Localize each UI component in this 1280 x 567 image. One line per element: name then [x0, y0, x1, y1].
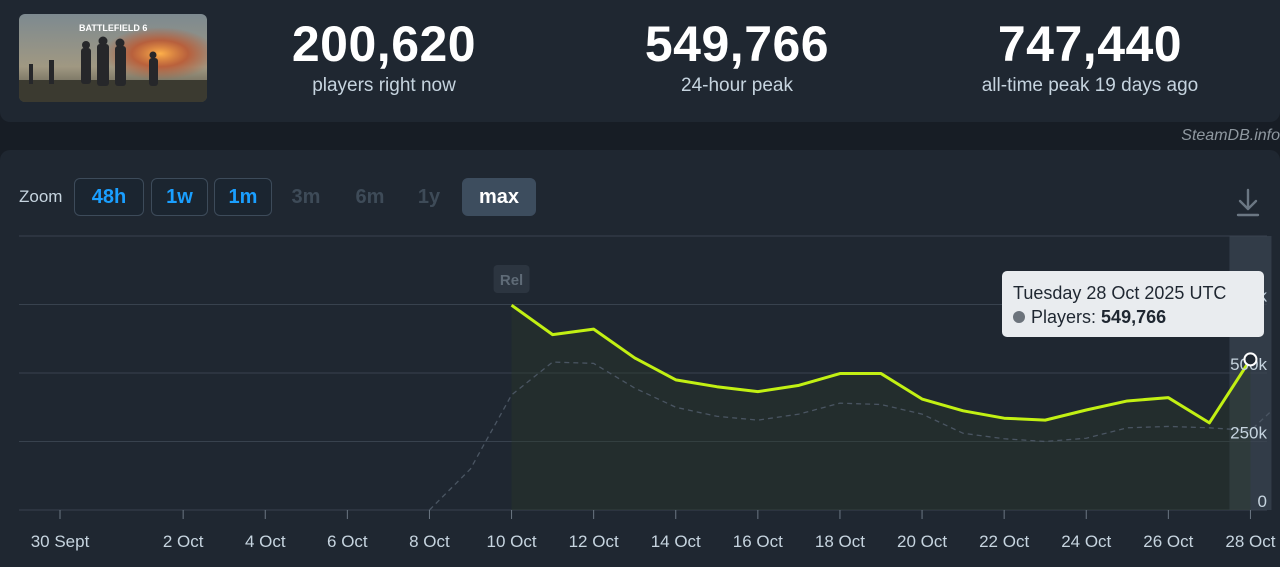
players-data-point[interactable]	[916, 393, 928, 405]
release-flag-label: Rel	[500, 272, 523, 289]
download-icon[interactable]	[1235, 188, 1261, 218]
x-tick-label: 18 Oct	[815, 532, 865, 551]
steamdb-watermark[interactable]: SteamDB.info	[1181, 127, 1280, 144]
players-data-point[interactable]	[711, 381, 723, 393]
players-area	[511, 305, 1251, 510]
stat-all-time-peak: 747,440 all-time peak 19 days ago	[940, 14, 1240, 98]
players-data-point[interactable]	[957, 405, 969, 417]
stat-label: players right now	[312, 75, 456, 96]
tooltip-series-label: Players:	[1031, 307, 1097, 327]
tooltip-value: 549,766	[1101, 307, 1167, 327]
tooltip-series: Players: 549,766	[1013, 305, 1253, 329]
x-tick-label: 26 Oct	[1143, 532, 1193, 551]
stat-value: 200,620	[291, 16, 477, 72]
x-tick-label: 28 Oct	[1225, 532, 1275, 551]
stat-current-players: 200,620 players right now	[234, 14, 534, 98]
stat-value: 549,766	[644, 16, 830, 72]
series-dot-icon	[1013, 311, 1025, 323]
stat-label: 24-hour peak	[681, 75, 793, 96]
stat-label: all-time peak 19 days ago	[981, 75, 1199, 96]
zoom-1m-button[interactable]: 1m	[214, 178, 272, 216]
players-data-point[interactable]	[875, 368, 887, 380]
x-tick-label: 16 Oct	[733, 532, 783, 551]
stats-header: BATTLEFIELD 6 200,620 players right now …	[0, 0, 1280, 122]
players-data-point[interactable]	[793, 379, 805, 391]
players-data-point[interactable]	[1162, 392, 1174, 404]
stat-24h-peak: 549,766 24-hour peak	[587, 14, 887, 98]
zoom-3m-button[interactable]: 3m	[291, 186, 321, 208]
players-data-point[interactable]	[629, 352, 641, 364]
x-tick-label: 30 Sept	[31, 532, 90, 551]
players-data-point[interactable]	[1121, 395, 1133, 407]
zoom-label: Zoom	[19, 187, 63, 206]
x-tick-label: 4 Oct	[245, 532, 286, 551]
x-tick-label: 10 Oct	[487, 532, 537, 551]
stat-value: 747,440	[997, 16, 1183, 72]
chart-tooltip: Tuesday 28 Oct 2025 UTC Players: 549,766	[1002, 271, 1264, 337]
x-tick-label: 8 Oct	[409, 532, 450, 551]
zoom-1y-button[interactable]: 1y	[417, 186, 441, 208]
players-data-point[interactable]	[1080, 404, 1092, 416]
players-data-point[interactable]	[506, 299, 518, 311]
players-series-line	[510, 303, 1252, 425]
zoom-6m-button[interactable]: 6m	[355, 186, 385, 208]
x-tick-label: 6 Oct	[327, 532, 368, 551]
zoom-max-button[interactable]: max	[462, 178, 536, 216]
y-tick-label: 0	[1258, 492, 1267, 511]
players-data-point[interactable]	[998, 412, 1010, 424]
secondary-series-line	[428, 361, 1272, 511]
x-tick-label: 24 Oct	[1061, 532, 1111, 551]
game-title-text: BATTLEFIELD 6	[79, 23, 147, 33]
players-data-point[interactable]	[1039, 414, 1051, 426]
players-data-point[interactable]	[1203, 417, 1215, 429]
hovered-point-marker	[1243, 352, 1258, 367]
x-tick-label: 2 Oct	[163, 532, 204, 551]
y-tick-label: 250k	[1230, 424, 1267, 443]
chart-panel	[0, 150, 1280, 567]
game-thumbnail[interactable]: BATTLEFIELD 6	[19, 14, 207, 102]
players-data-point[interactable]	[834, 368, 846, 380]
x-tick-label: 14 Oct	[651, 532, 701, 551]
players-data-point[interactable]	[752, 386, 764, 398]
zoom-1w-button[interactable]: 1w	[151, 178, 208, 216]
zoom-48h-button[interactable]: 48h	[74, 178, 144, 216]
x-tick-label: 20 Oct	[897, 532, 947, 551]
players-data-point[interactable]	[588, 323, 600, 335]
tooltip-date: Tuesday 28 Oct 2025 UTC	[1013, 283, 1227, 303]
players-data-point[interactable]	[547, 329, 559, 341]
x-tick-label: 12 Oct	[569, 532, 619, 551]
players-data-point[interactable]	[670, 374, 682, 386]
x-tick-label: 22 Oct	[979, 532, 1029, 551]
release-flag[interactable]	[493, 265, 530, 293]
